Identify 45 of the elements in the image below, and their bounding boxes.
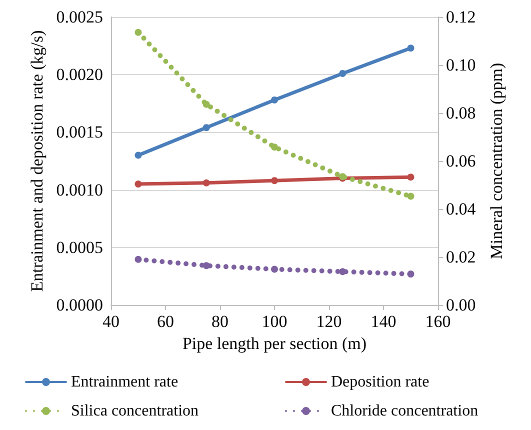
x-tick-label: 140 <box>370 312 396 331</box>
point <box>407 192 414 200</box>
y-tick-label: 0.0010 <box>56 180 103 200</box>
point <box>202 124 210 132</box>
x-tick-label: 60 <box>157 312 174 331</box>
point <box>407 44 414 52</box>
point <box>202 179 210 186</box>
x-tick-label: 160 <box>425 312 451 331</box>
y-tick-label: 0.0020 <box>56 65 103 84</box>
point <box>134 152 142 159</box>
point <box>407 270 414 278</box>
x-axis-title: Pipe length per section (m) <box>182 334 367 353</box>
y2-tick-label: 0.00 <box>446 296 476 314</box>
y2-tick-label: 0.10 <box>446 56 476 74</box>
point <box>339 70 346 77</box>
point <box>407 174 414 181</box>
point <box>271 177 278 184</box>
point <box>202 100 210 108</box>
point <box>271 96 278 104</box>
y-tick-label: 0.0005 <box>56 238 103 257</box>
x-tick-label: 40 <box>102 312 120 331</box>
x-tick-label: 100 <box>262 312 288 331</box>
y2-tick-label: 0.04 <box>446 200 476 218</box>
y2-axis-title: Mineral concentration (ppm) <box>487 62 506 260</box>
point <box>134 180 142 188</box>
y2-tick-label: 0.12 <box>446 8 476 26</box>
legend-label: Silica concentration <box>71 402 199 420</box>
legend-label: Deposition rate <box>331 374 430 390</box>
point <box>134 28 142 36</box>
legend-label: Entrainment rate <box>71 374 178 390</box>
point <box>271 266 278 273</box>
y-tick-label: 0.0025 <box>56 8 103 26</box>
x-tick-label: 80 <box>212 312 228 331</box>
point <box>134 256 142 263</box>
point <box>339 268 346 276</box>
point <box>202 262 210 270</box>
y-axis-title: Entrainment and deposition rate (kg/s) <box>27 30 46 292</box>
legend-label: Chloride concentration <box>331 402 478 420</box>
y2-tick-label: 0.08 <box>446 104 476 122</box>
y2-tick-label: 0.02 <box>446 248 476 266</box>
y-tick-label: 0.0015 <box>56 122 103 142</box>
x-tick-label: 120 <box>316 312 342 331</box>
y2-tick-label: 0.06 <box>446 152 476 170</box>
point <box>271 144 278 151</box>
y-tick-label: 0.0000 <box>56 296 103 314</box>
